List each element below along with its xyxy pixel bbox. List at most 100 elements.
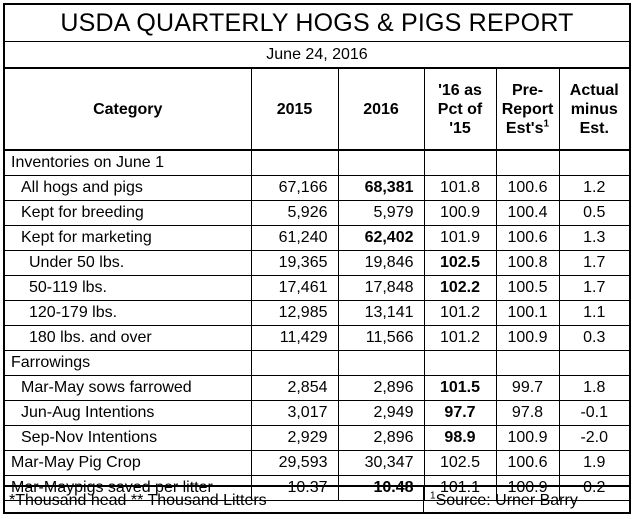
cell-2016: 17,848 [337, 275, 425, 301]
cell-2016: 5,979 [337, 200, 425, 226]
cell-2015: 10.37 [250, 475, 339, 501]
header-pct-line1: '16 as [438, 81, 482, 99]
cell-2015: 67,166 [250, 175, 339, 201]
cell-pct: 101.8 [423, 175, 497, 201]
table-row: Mar-May sows farrowed 2,854 2,896 101.5 … [5, 375, 629, 401]
cell-pct: 97.7 [423, 400, 497, 426]
row-label: Mar-May sows farrowed [5, 375, 252, 401]
cell-2016: 2,949 [337, 400, 425, 426]
cell-2015: 17,461 [250, 275, 339, 301]
cell-pre [495, 350, 560, 376]
header-pre-footnote-mark: 1 [543, 118, 550, 130]
cell-pct: 101.1 [423, 475, 497, 501]
cell-pct: 101.2 [423, 300, 497, 326]
cell-pre: 100.1 [495, 300, 560, 326]
header-pct-line3: '15 [449, 119, 471, 137]
cell-2016 [337, 149, 425, 176]
header-act-line1: Actual [569, 81, 619, 99]
cell-2016: 13,141 [337, 300, 425, 326]
table-row: 120-179 lbs. 12,985 13,141 101.2 100.1 1… [5, 300, 629, 326]
table-row: Mar-May Pig Crop 29,593 30,347 102.5 100… [5, 450, 629, 476]
cell-pre [495, 149, 560, 176]
cell-pre: 100.6 [495, 175, 560, 201]
cell-2015 [250, 350, 339, 376]
table-row: Sep-Nov Intentions 2,929 2,896 98.9 100.… [5, 425, 629, 451]
row-label: 180 lbs. and over [5, 325, 252, 351]
cell-act: 0.3 [558, 325, 629, 351]
cell-2016: 68,381 [337, 175, 425, 201]
header-pre-line3: Est's1 [497, 118, 558, 138]
table-footer: *Thousand head ** Thousand Litters 1Sour… [5, 485, 629, 514]
cell-pct: 102.2 [423, 275, 497, 301]
row-label: All hogs and pigs [5, 175, 252, 201]
hogs-pigs-table: Category 2015 2016 '16 as Pct of '15 Pre… [5, 67, 629, 501]
cell-pre: 100.8 [495, 250, 560, 276]
footnote-source: 1Source: Urner Barry [423, 487, 578, 514]
cell-2015: 2,929 [250, 425, 339, 451]
cell-2015: 19,365 [250, 250, 339, 276]
cell-pre: 100.9 [495, 475, 560, 501]
header-pre-line1: Pre- [511, 81, 544, 99]
cell-pct: 101.2 [423, 325, 497, 351]
cell-2015: 29,593 [250, 450, 339, 476]
cell-act: 1.1 [558, 300, 629, 326]
cell-pre: 100.9 [495, 325, 560, 351]
cell-2016: 11,566 [337, 325, 425, 351]
cell-act: 1.7 [558, 250, 629, 276]
row-label: Kept for marketing [5, 225, 252, 251]
cell-act: 1.7 [558, 275, 629, 301]
header-pct-of-15: '16 as Pct of '15 [423, 67, 497, 151]
table-row: 180 lbs. and over 11,429 11,566 101.2 10… [5, 325, 629, 351]
cell-2016: 62,402 [337, 225, 425, 251]
row-label: Kept for breeding [5, 200, 252, 226]
cell-2015: 61,240 [250, 225, 339, 251]
cell-pre: 97.8 [495, 400, 560, 426]
table-row: Mar-Maypigs saved per litter 10.37 10.48… [5, 475, 629, 501]
cell-2015: 5,926 [250, 200, 339, 226]
cell-act: -0.1 [558, 400, 629, 426]
cell-pre: 100.5 [495, 275, 560, 301]
row-label: Under 50 lbs. [5, 250, 252, 276]
cell-2016: 10.48 [337, 475, 425, 501]
row-label: Mar-Maypigs saved per litter [5, 475, 252, 501]
cell-pct [423, 149, 497, 176]
table-row: All hogs and pigs 67,166 68,381 101.8 10… [5, 175, 629, 201]
header-pre-line2: Report [501, 100, 554, 118]
cell-pct: 102.5 [423, 450, 497, 476]
report-title: USDA QUARTERLY HOGS & PIGS REPORT [60, 9, 574, 37]
table-row: Kept for breeding 5,926 5,979 100.9 100.… [5, 200, 629, 226]
cell-act [558, 149, 629, 176]
table-row: Farrowings [5, 350, 629, 376]
cell-act: 0.5 [558, 200, 629, 226]
cell-pct: 101.5 [423, 375, 497, 401]
header-2016: 2016 [337, 67, 425, 151]
cell-pre: 100.6 [495, 225, 560, 251]
table-row: Inventories on June 1 [5, 149, 629, 176]
cell-2015: 2,854 [250, 375, 339, 401]
cell-act: 1.8 [558, 375, 629, 401]
row-label: 120-179 lbs. [5, 300, 252, 326]
cell-act: 1.9 [558, 450, 629, 476]
cell-pre: 99.7 [495, 375, 560, 401]
cell-2016: 2,896 [337, 375, 425, 401]
cell-act: -2.0 [558, 425, 629, 451]
cell-2016: 30,347 [337, 450, 425, 476]
cell-pre: 100.9 [495, 425, 560, 451]
header-act-line3: Est. [579, 119, 609, 137]
table-row: Kept for marketing 61,240 62,402 101.9 1… [5, 225, 629, 251]
row-label: Inventories on June 1 [5, 149, 252, 176]
cell-act: 0.2 [558, 475, 629, 501]
header-2015: 2015 [250, 67, 339, 151]
cell-pct: 98.9 [423, 425, 497, 451]
cell-act [558, 350, 629, 376]
header-pct-line2: Pct of [437, 100, 483, 118]
report-date: June 24, 2016 [5, 41, 629, 68]
table-row: Under 50 lbs. 19,365 19,846 102.5 100.8 … [5, 250, 629, 276]
source-text: Source: Urner Barry [435, 492, 578, 509]
header-act-line2: minus [570, 100, 618, 118]
header-category: Category [5, 67, 252, 151]
cell-pct: 102.5 [423, 250, 497, 276]
row-label: 50-119 lbs. [5, 275, 252, 301]
row-label: Farrowings [5, 350, 252, 376]
cell-2016: 2,896 [337, 425, 425, 451]
